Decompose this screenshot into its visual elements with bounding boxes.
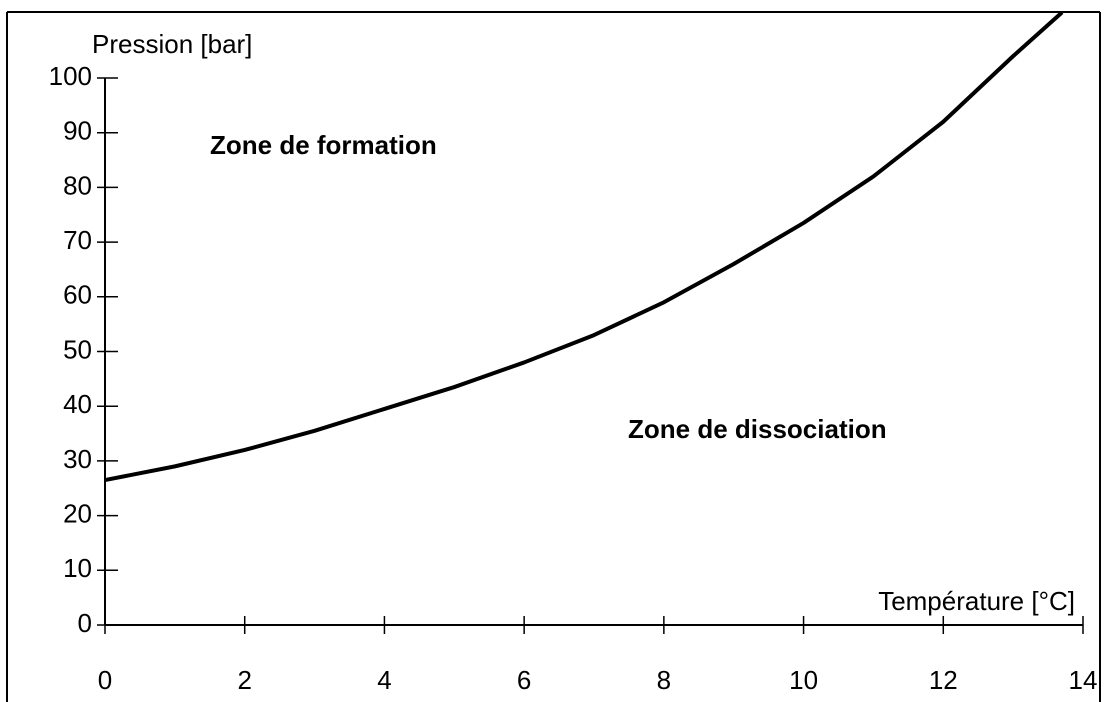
y-tick-label: 60	[63, 280, 92, 310]
x-tick-label: 14	[1069, 665, 1098, 695]
annotation: Zone de dissociation	[628, 414, 887, 444]
x-tick-label: 2	[237, 665, 251, 695]
x-axis-label: Température [°C]	[878, 586, 1075, 616]
x-tick-label: 0	[98, 665, 112, 695]
annotation: Zone de formation	[210, 130, 437, 160]
y-tick-label: 30	[63, 444, 92, 474]
curve	[104, 12, 1064, 483]
y-tick-label: 10	[63, 553, 92, 583]
x-tick-label: 4	[377, 665, 391, 695]
y-tick-label: 100	[49, 61, 92, 91]
y-tick-label: 90	[63, 116, 92, 146]
x-tick-label: 8	[657, 665, 671, 695]
y-tick-label: 40	[63, 389, 92, 419]
frame	[6, 11, 1101, 702]
y-axis-label: Pression [bar]	[92, 29, 252, 59]
y-tick-label: 80	[63, 170, 92, 200]
y-tick-label: 0	[78, 608, 92, 638]
y-tick-label: 50	[63, 334, 92, 364]
x-tick-label: 6	[517, 665, 531, 695]
x-tick-label: 10	[789, 665, 818, 695]
x-tick-label: 12	[929, 665, 958, 695]
y-tick-label: 70	[63, 225, 92, 255]
y-tick-label: 20	[63, 498, 92, 528]
